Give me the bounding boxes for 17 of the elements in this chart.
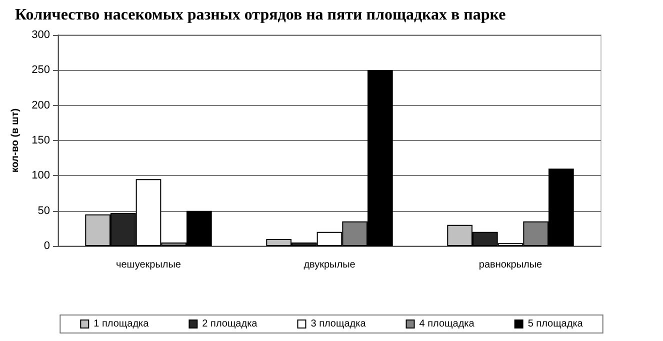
y-tick-label: 200 <box>32 99 50 112</box>
chart-title: Количество насекомых разных отрядов на пяти площадках в парке <box>15 6 506 24</box>
x-tick-label: двукрылые <box>304 260 356 270</box>
legend-label: 3 площадка <box>310 318 366 330</box>
y-axis-title: кол-во (в шт) <box>10 108 22 173</box>
legend-label: 1 площадка <box>94 318 150 330</box>
y-tick-label: 300 <box>32 29 50 41</box>
y-tick-label: 0 <box>44 240 50 252</box>
legend-label: 4 площадка <box>419 318 475 330</box>
y-tick-label: 50 <box>38 204 50 217</box>
y-tick-label: 250 <box>32 64 50 76</box>
y-tick-label: 150 <box>32 134 50 146</box>
x-tick-label: чешуекрылые <box>116 260 182 270</box>
legend-label: 5 площадка <box>528 318 584 330</box>
legend-label: 2 площадка <box>202 318 258 330</box>
y-tick-label: 100 <box>32 170 50 182</box>
x-tick-label: равнокрылые <box>478 260 543 270</box>
